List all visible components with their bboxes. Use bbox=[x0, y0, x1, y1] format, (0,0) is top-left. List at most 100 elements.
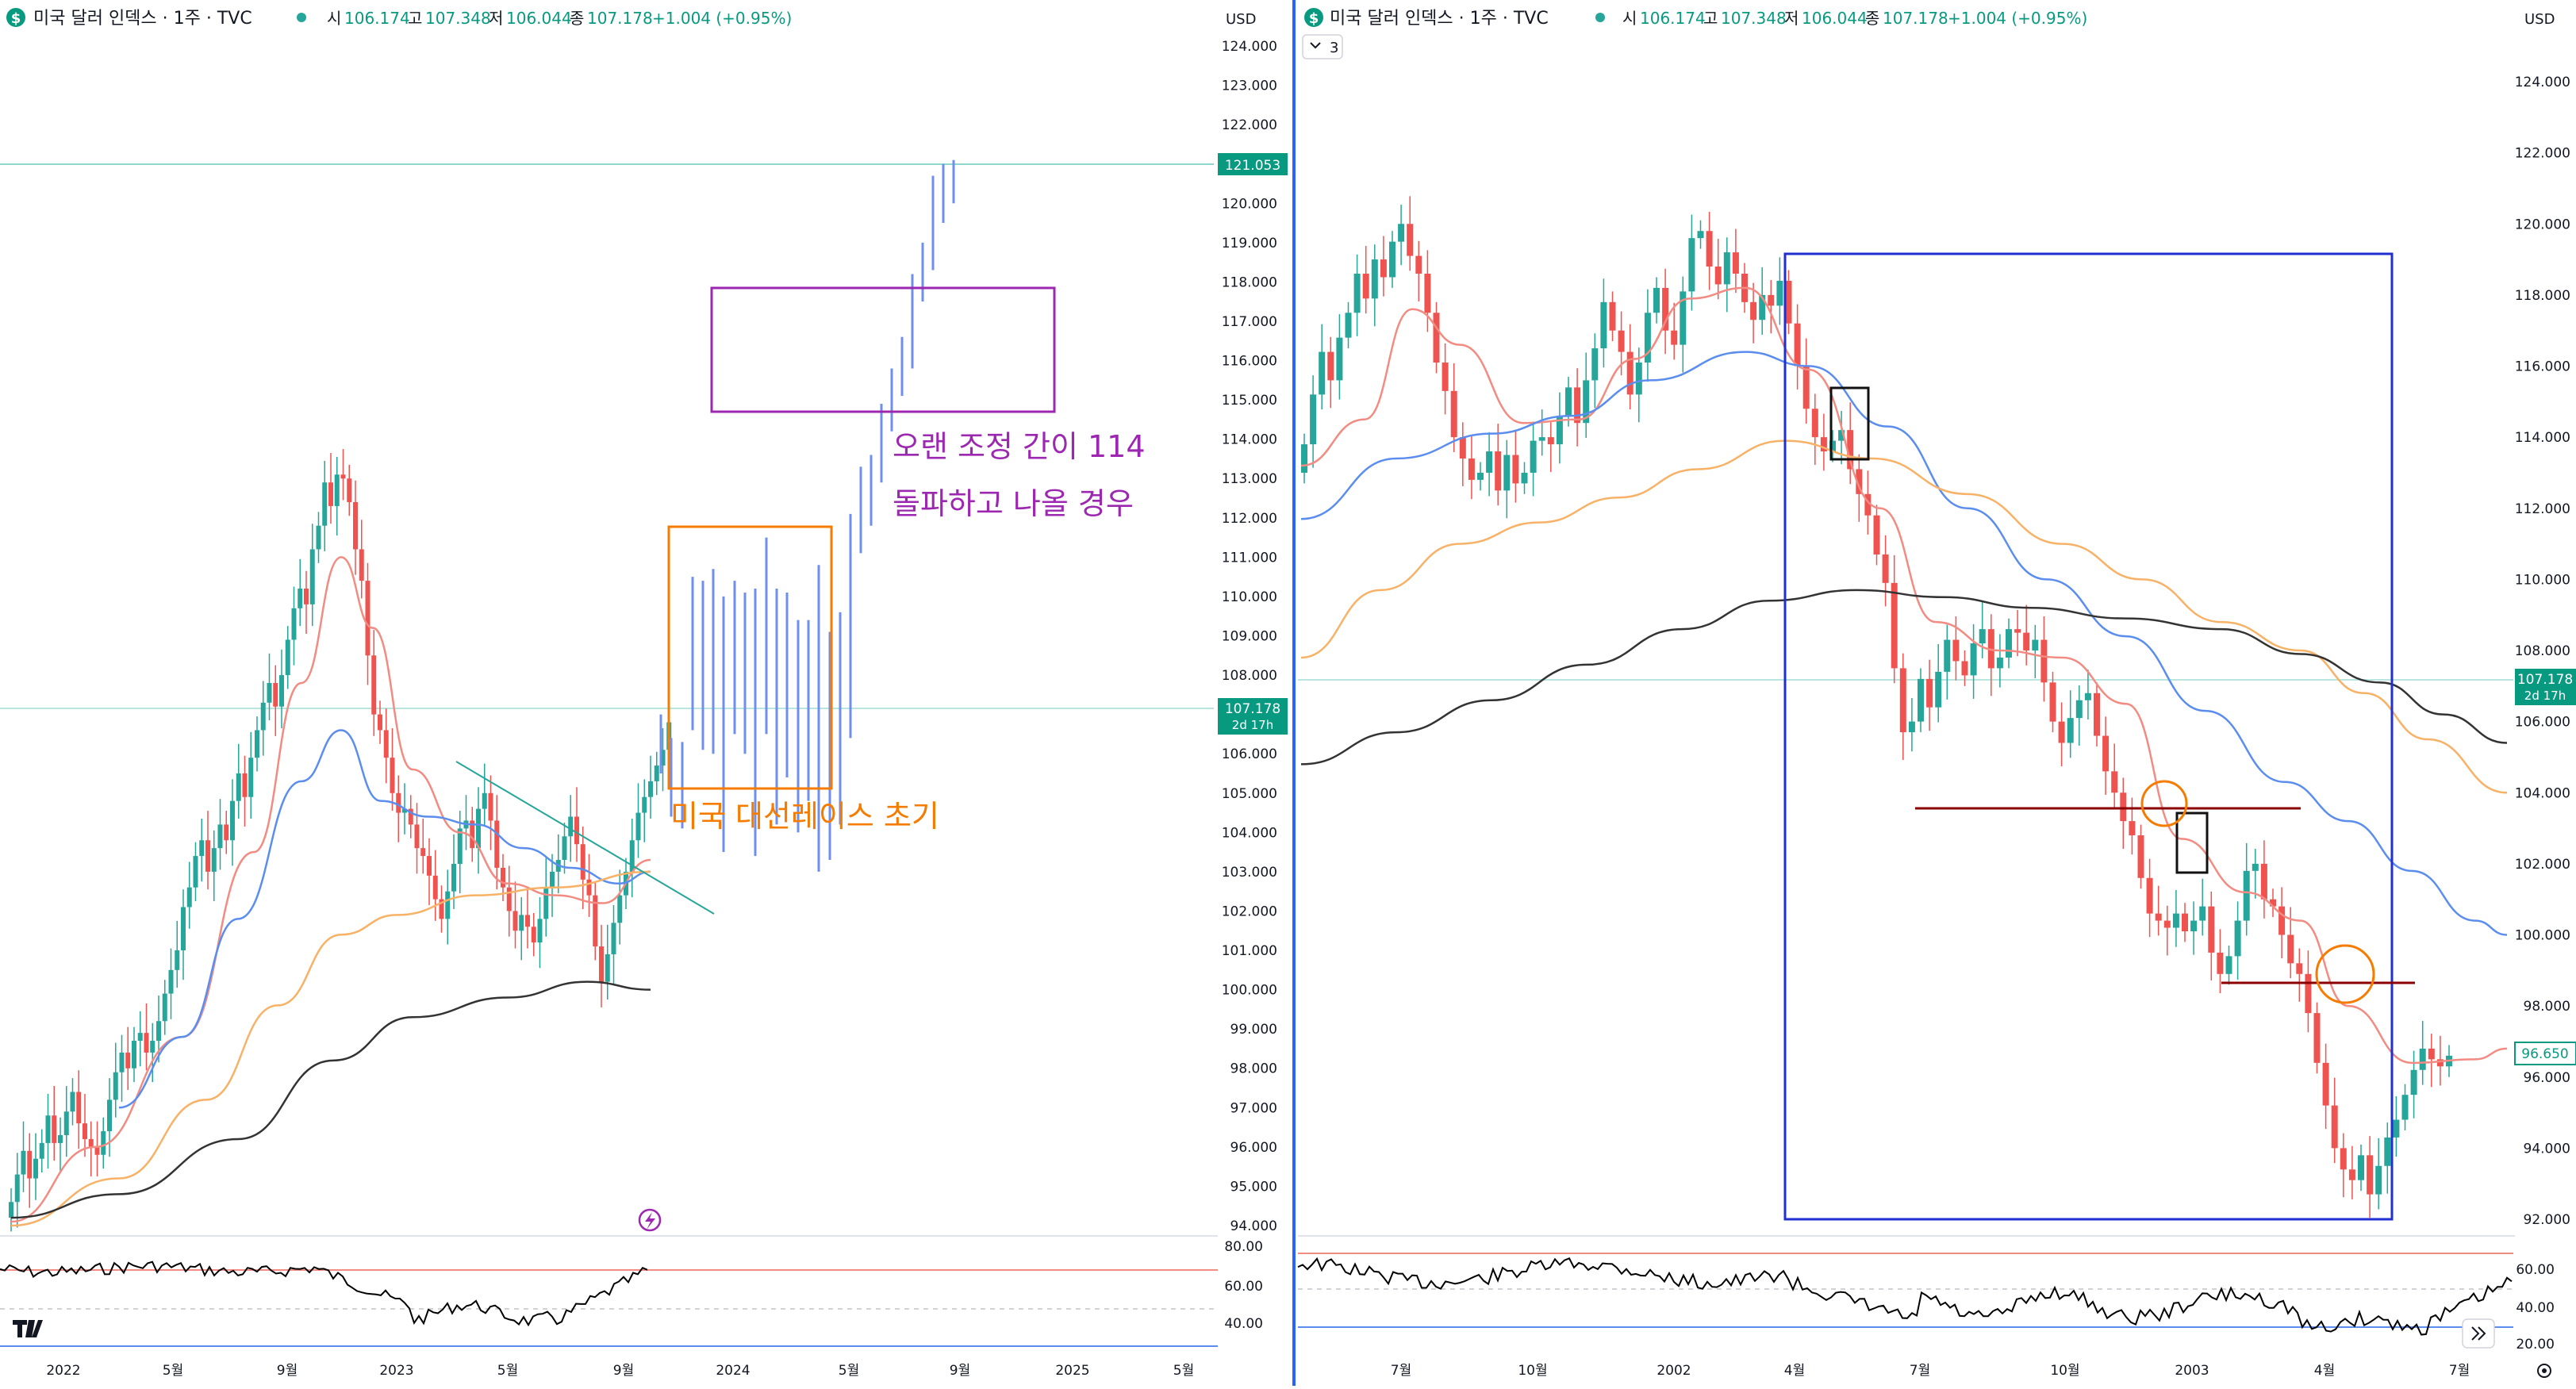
candle-body[interactable] bbox=[1433, 313, 1440, 363]
candle-body[interactable] bbox=[137, 1033, 143, 1042]
candle-body[interactable] bbox=[1768, 294, 1775, 306]
candle-body[interactable] bbox=[1847, 430, 1854, 470]
candle-body[interactable] bbox=[378, 714, 382, 731]
candle-body[interactable] bbox=[1512, 455, 1519, 484]
candle-body[interactable] bbox=[642, 796, 647, 813]
candle-body[interactable] bbox=[1759, 294, 1766, 320]
candle-body[interactable] bbox=[2208, 906, 2215, 953]
candle-body[interactable] bbox=[1336, 337, 1343, 381]
candle-body[interactable] bbox=[599, 946, 604, 982]
candle-body[interactable] bbox=[1530, 440, 1537, 473]
candle-body[interactable] bbox=[1486, 451, 1493, 473]
candle-body[interactable] bbox=[1891, 582, 1898, 669]
candle-body[interactable] bbox=[279, 675, 284, 707]
candle-body[interactable] bbox=[2129, 821, 2136, 836]
candle-body[interactable] bbox=[2419, 1048, 2426, 1070]
candle-body[interactable] bbox=[543, 887, 549, 919]
candle-body[interactable] bbox=[260, 702, 266, 731]
candle-body[interactable] bbox=[1600, 301, 1607, 349]
candle-body[interactable] bbox=[1415, 255, 1422, 274]
candle-body[interactable] bbox=[1477, 472, 1484, 480]
candle-body[interactable] bbox=[550, 871, 555, 888]
candle-body[interactable] bbox=[291, 608, 297, 640]
candle-body[interactable] bbox=[593, 895, 598, 947]
candle-body[interactable] bbox=[1459, 437, 1466, 459]
currency-label[interactable]: USD bbox=[2524, 11, 2555, 28]
candle-body[interactable] bbox=[1680, 291, 1687, 345]
candle-body[interactable] bbox=[2049, 682, 2056, 722]
candle-body[interactable] bbox=[2278, 906, 2286, 935]
trendline[interactable] bbox=[455, 761, 715, 915]
candle-body[interactable] bbox=[94, 1146, 100, 1155]
candle-body[interactable] bbox=[1310, 394, 1317, 445]
candle-body[interactable] bbox=[353, 501, 358, 550]
ma-line-blue[interactable] bbox=[118, 729, 651, 1109]
candle-body[interactable] bbox=[2102, 735, 2110, 772]
candle-body[interactable] bbox=[1407, 224, 1414, 256]
candle-body[interactable] bbox=[420, 848, 426, 857]
candle-body[interactable] bbox=[476, 808, 481, 849]
candle-body[interactable] bbox=[2436, 1059, 2444, 1067]
candle-body[interactable] bbox=[1935, 671, 1942, 708]
candle-body[interactable] bbox=[1776, 280, 1783, 306]
candle-body[interactable] bbox=[2146, 877, 2153, 914]
candle-body[interactable] bbox=[2172, 913, 2179, 928]
candle-body[interactable] bbox=[1970, 643, 1977, 676]
candle-body[interactable] bbox=[2006, 629, 2012, 658]
candle-body[interactable] bbox=[2234, 920, 2241, 957]
candle-body[interactable] bbox=[494, 820, 500, 868]
candle-body[interactable] bbox=[371, 655, 377, 715]
candle-body[interactable] bbox=[248, 758, 254, 797]
candle-body[interactable] bbox=[2094, 693, 2100, 736]
candle-body[interactable] bbox=[2410, 1069, 2417, 1095]
candle-body[interactable] bbox=[2252, 863, 2259, 871]
candle-body[interactable] bbox=[2296, 963, 2303, 974]
candle-body[interactable] bbox=[2358, 1155, 2364, 1180]
candle-body[interactable] bbox=[2375, 1165, 2382, 1195]
candle-body[interactable] bbox=[1952, 639, 1960, 662]
candle-body[interactable] bbox=[1926, 678, 1933, 708]
candle-body[interactable] bbox=[52, 1115, 57, 1143]
candle-body[interactable] bbox=[605, 953, 610, 982]
candle-body[interactable] bbox=[175, 950, 180, 970]
candle-body[interactable] bbox=[611, 923, 616, 954]
candle-body[interactable] bbox=[2367, 1155, 2374, 1195]
gear-icon[interactable] bbox=[2537, 1364, 2551, 1378]
candle-body[interactable] bbox=[648, 781, 653, 797]
candle-body[interactable] bbox=[439, 899, 444, 919]
candle-body[interactable] bbox=[402, 808, 407, 813]
candle-body[interactable] bbox=[2190, 920, 2198, 932]
candle-body[interactable] bbox=[9, 1202, 13, 1218]
candle-body[interactable] bbox=[1301, 444, 1307, 473]
candle-body[interactable] bbox=[144, 1033, 149, 1053]
candle-body[interactable] bbox=[88, 1138, 94, 1147]
candle-body[interactable] bbox=[1574, 387, 1581, 424]
candle-body[interactable] bbox=[2155, 913, 2162, 921]
candle-body[interactable] bbox=[199, 840, 205, 857]
orange-consolidation-box[interactable] bbox=[667, 525, 833, 790]
currency-label[interactable]: USD bbox=[1226, 11, 1256, 28]
candle-body[interactable] bbox=[236, 773, 241, 801]
candle-body[interactable] bbox=[322, 482, 328, 526]
candle-body[interactable] bbox=[1671, 330, 1678, 345]
candle-body[interactable] bbox=[1424, 273, 1431, 313]
candle-body[interactable] bbox=[14, 1174, 20, 1203]
candle-body[interactable] bbox=[470, 820, 475, 849]
candle-body[interactable] bbox=[1353, 273, 1361, 313]
candle-body[interactable] bbox=[125, 1052, 131, 1069]
candle-body[interactable] bbox=[1899, 668, 1906, 733]
candle-body[interactable] bbox=[132, 1041, 136, 1069]
candle-body[interactable] bbox=[340, 474, 346, 479]
candle-body[interactable] bbox=[635, 812, 641, 841]
candle-body[interactable] bbox=[414, 824, 420, 849]
candle-body[interactable] bbox=[1961, 661, 1968, 676]
candle-body[interactable] bbox=[217, 824, 223, 849]
orange-circle-1[interactable] bbox=[2140, 780, 2188, 827]
candle-body[interactable] bbox=[2270, 899, 2276, 907]
orange-circle-2[interactable] bbox=[2315, 944, 2375, 1004]
candle-body[interactable] bbox=[224, 824, 229, 841]
candle-body[interactable] bbox=[39, 1142, 44, 1159]
candle-body[interactable] bbox=[445, 891, 451, 919]
candle-body[interactable] bbox=[586, 879, 592, 896]
candle-body[interactable] bbox=[1565, 387, 1572, 416]
